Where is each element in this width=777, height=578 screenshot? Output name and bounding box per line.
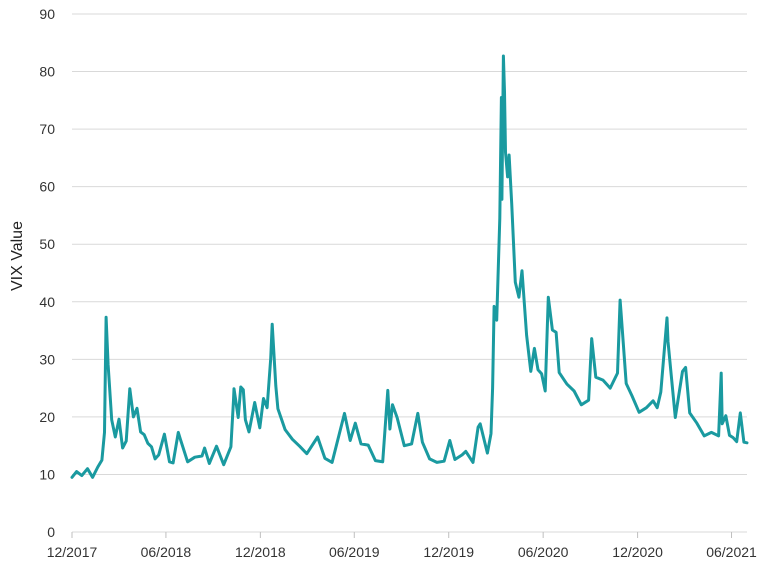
x-axis-tick-labels: 12/2017 06/2018 12/2018 06/2019 12/2019 06/20…	[47, 532, 757, 560]
x-tick-label: 06/2018	[141, 544, 192, 560]
x-tick-label: 12/2019	[423, 544, 474, 560]
grid-lines	[72, 13, 747, 533]
x-tick-label: 12/2018	[235, 544, 286, 560]
series-line-0	[70, 54, 749, 479]
y-axis-title: VIX Value	[9, 221, 26, 291]
x-tick-label: 12/2020	[612, 544, 663, 560]
x-tick-label: 06/2021	[706, 544, 757, 560]
y-tick-label: 90	[39, 6, 55, 22]
series-layer	[70, 54, 749, 479]
y-tick-label: 80	[39, 64, 55, 80]
y-tick-label: 20	[39, 409, 55, 425]
y-tick-label: 70	[39, 121, 55, 137]
y-tick-label: 30	[39, 351, 55, 367]
x-tick-label: 06/2020	[518, 544, 569, 560]
y-tick-label: 0	[47, 524, 55, 540]
y-axis-tick-labels: 0 10 20 30 40 50 60 70 80 90	[39, 6, 55, 540]
y-tick-label: 10	[39, 466, 55, 482]
y-tick-label: 60	[39, 179, 55, 195]
x-tick-label: 12/2017	[47, 544, 98, 560]
y-tick-label: 40	[39, 294, 55, 310]
y-tick-label: 50	[39, 236, 55, 252]
x-tick-label: 06/2019	[329, 544, 380, 560]
